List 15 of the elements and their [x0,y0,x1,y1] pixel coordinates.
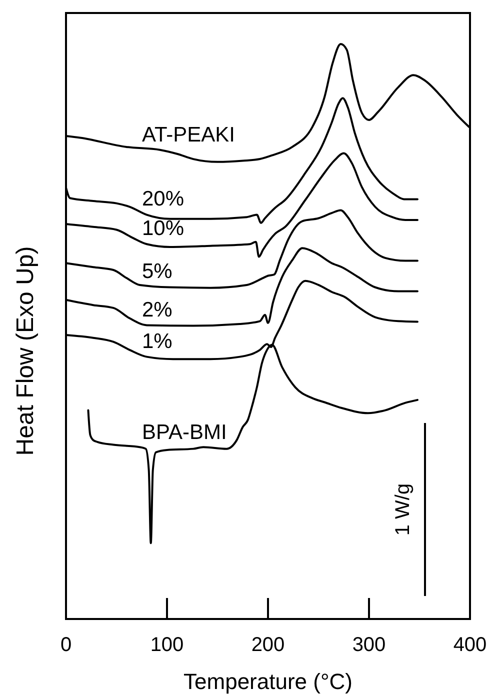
series-label: 10% [142,216,184,240]
x-tick-label: 200 [251,634,285,656]
x-tick-label: 100 [150,634,184,656]
series-label: 20% [142,188,184,211]
series-label: BPA-BMI [142,420,227,444]
series-label: 5% [142,260,172,284]
x-tick-label: 400 [453,634,487,656]
x-axis-title: Temperature (°C) [184,669,352,694]
annotation: 1 W/g [392,483,414,536]
x-tick-label: 300 [352,634,386,656]
y-axis-title: Heat Flow (Exo Up) [12,246,39,456]
series-label: 1% [142,330,172,353]
x-tick-label: 0 [60,634,72,656]
series-label: 2% [142,298,172,322]
series-label: AT-PEAKI [142,123,235,146]
